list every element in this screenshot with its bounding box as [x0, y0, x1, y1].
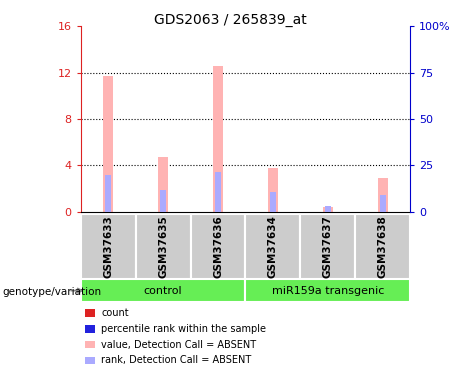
Text: value, Detection Call = ABSENT: value, Detection Call = ABSENT	[101, 340, 256, 350]
Bar	[103, 76, 113, 212]
Bar	[158, 158, 168, 212]
Bar	[81, 214, 136, 279]
Bar	[380, 195, 385, 212]
Bar	[106, 175, 111, 212]
Bar	[85, 341, 95, 348]
Text: GSM37635: GSM37635	[158, 215, 168, 278]
Text: GDS2063 / 265839_at: GDS2063 / 265839_at	[154, 13, 307, 27]
Bar	[325, 206, 331, 212]
Bar	[245, 279, 410, 302]
Text: rank, Detection Call = ABSENT: rank, Detection Call = ABSENT	[101, 356, 252, 365]
Text: count: count	[101, 308, 129, 318]
Bar	[355, 214, 410, 279]
Text: percentile rank within the sample: percentile rank within the sample	[101, 324, 266, 334]
Bar	[378, 178, 388, 212]
Text: control: control	[144, 286, 183, 296]
Bar	[136, 214, 190, 279]
Bar	[213, 66, 223, 212]
Text: GSM37638: GSM37638	[378, 215, 388, 278]
Bar	[323, 207, 333, 212]
Text: GSM37634: GSM37634	[268, 215, 278, 278]
Bar	[190, 214, 245, 279]
Bar	[160, 190, 166, 212]
Bar	[85, 309, 95, 317]
Bar	[81, 279, 245, 302]
Bar	[85, 357, 95, 364]
Bar	[215, 172, 221, 212]
Text: GSM37633: GSM37633	[103, 215, 113, 278]
Text: miR159a transgenic: miR159a transgenic	[272, 286, 384, 296]
Bar	[301, 214, 355, 279]
Bar	[245, 214, 301, 279]
Bar	[270, 192, 276, 212]
Bar	[85, 325, 95, 333]
Text: GSM37637: GSM37637	[323, 215, 333, 278]
Bar	[268, 168, 278, 212]
Text: GSM37636: GSM37636	[213, 215, 223, 278]
Text: genotype/variation: genotype/variation	[2, 287, 101, 297]
